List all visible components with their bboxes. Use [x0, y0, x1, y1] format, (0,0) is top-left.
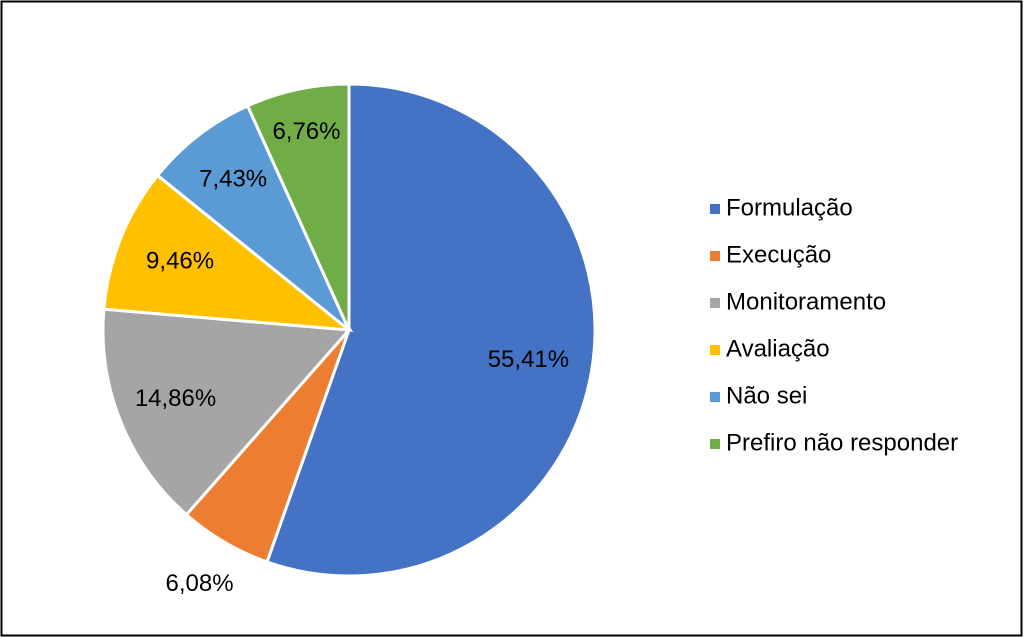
legend-swatch	[710, 439, 720, 449]
legend-label: Formulação	[726, 194, 853, 221]
pie-slice	[245, 82, 351, 331]
legend-label: Prefiro não responder	[726, 429, 958, 456]
pie-slice	[265, 82, 597, 578]
legend-swatch	[710, 345, 720, 355]
legend-swatch	[710, 298, 720, 308]
data-label: 7,43%	[199, 165, 267, 192]
data-label: 6,76%	[272, 118, 340, 145]
data-label: 14,86%	[135, 385, 216, 412]
data-label: 6,08%	[165, 570, 233, 597]
legend-swatch	[710, 392, 720, 402]
pie-slice	[101, 307, 353, 517]
legend-label: Não sei	[726, 382, 807, 409]
legend-swatch	[710, 251, 720, 261]
pie-slice	[102, 173, 354, 332]
data-label: 9,46%	[146, 247, 214, 274]
legend-label: Execução	[726, 241, 831, 268]
pie-slice	[155, 103, 351, 332]
legend-swatch	[710, 204, 720, 214]
data-label: 55,41%	[488, 346, 569, 373]
legend-label: Avaliação	[726, 335, 830, 362]
legend-label: Monitoramento	[726, 288, 886, 315]
